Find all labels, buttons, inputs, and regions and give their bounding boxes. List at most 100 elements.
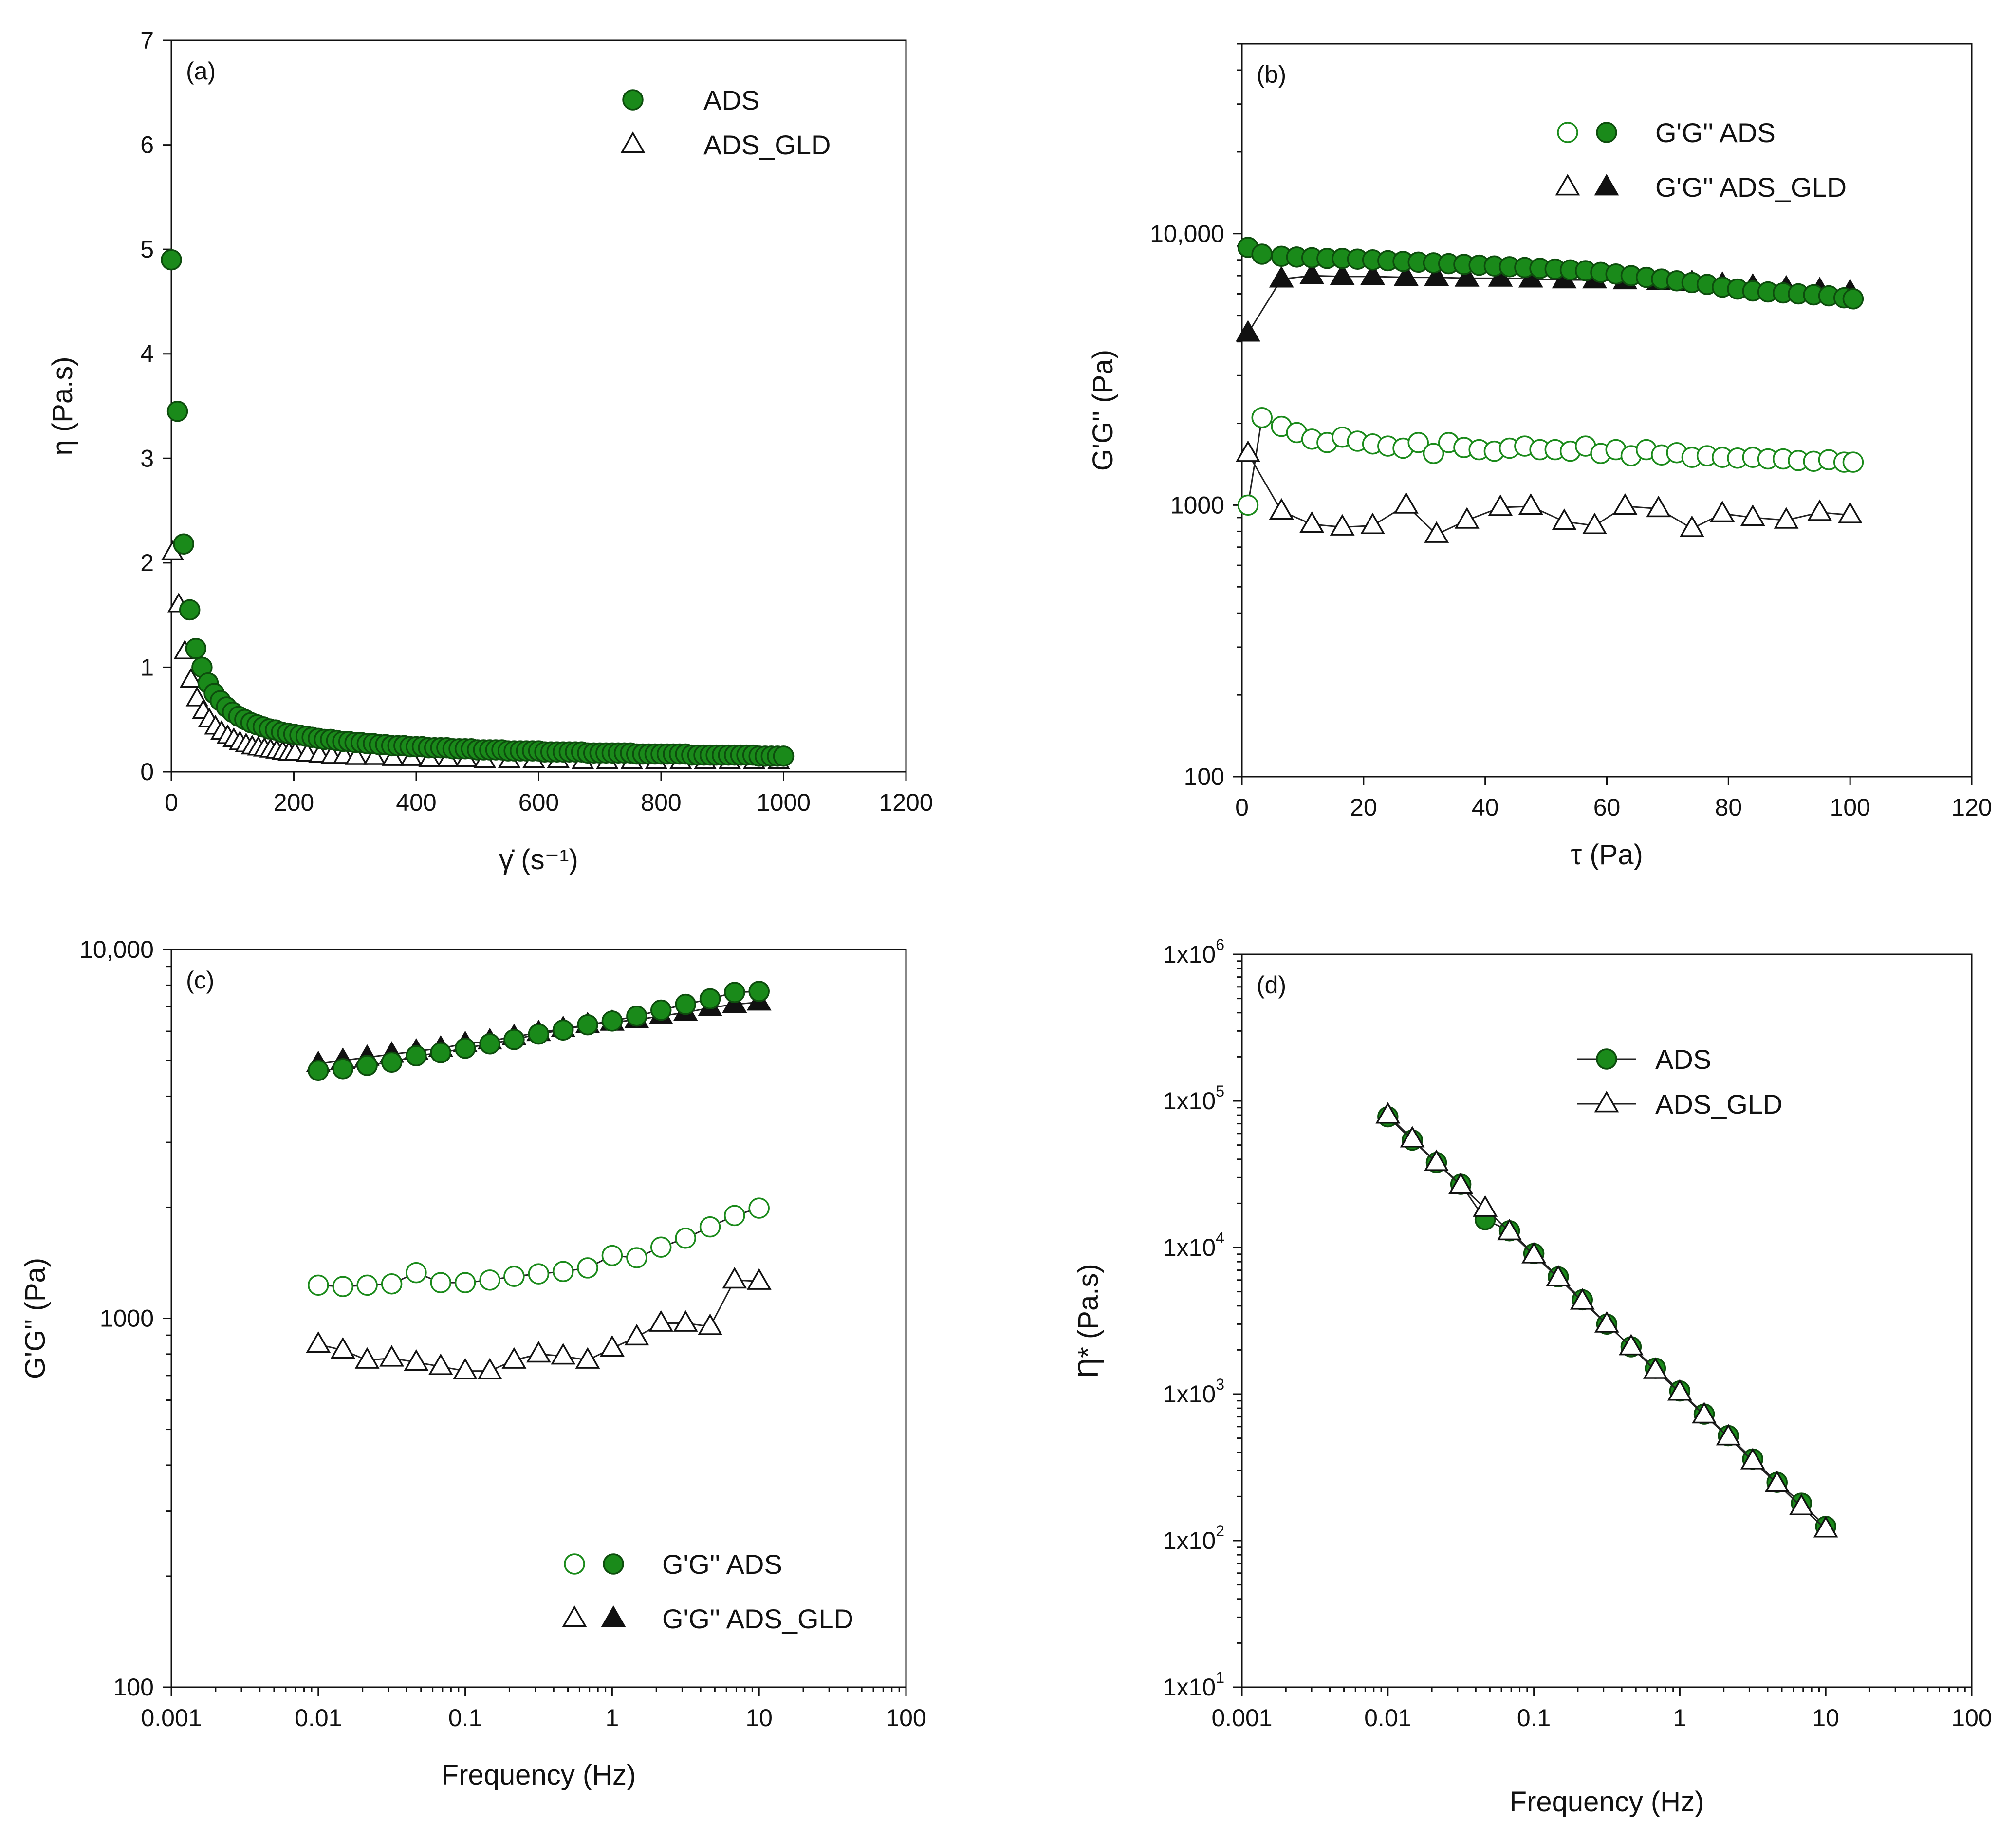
data-point: [699, 1216, 721, 1238]
x-tick-label: 0.001: [141, 1704, 202, 1732]
data-point: [773, 745, 795, 767]
y-tick-label: 3: [140, 445, 154, 472]
data-point: [479, 1269, 500, 1291]
data-point: [746, 1268, 772, 1290]
data-point: [1646, 495, 1671, 518]
legend-label: G'G'' ADS_GLD: [662, 1603, 853, 1634]
series-g-ads: [308, 981, 770, 1081]
data-point: [179, 599, 201, 621]
plot-frame: [170, 949, 907, 1688]
data-point: [1236, 440, 1260, 462]
y-tick-label: 1000: [1170, 491, 1224, 519]
data-point: [406, 1262, 427, 1284]
data-point: [675, 993, 696, 1015]
data-point: [748, 1197, 770, 1219]
x-tick-label: 0.1: [1517, 1704, 1551, 1732]
x-tick-label: 100: [886, 1704, 926, 1732]
data-point: [1813, 1516, 1838, 1538]
data-point: [1448, 1172, 1474, 1194]
data-point: [675, 1228, 696, 1249]
x-tick-label: 1200: [879, 789, 933, 816]
legend-label: ADS: [703, 85, 759, 115]
data-point: [1424, 521, 1449, 543]
x-axis-label: γ̇ (s⁻¹): [499, 844, 578, 875]
data-point: [1393, 492, 1419, 514]
data-point: [1330, 263, 1355, 285]
data-point: [381, 1273, 403, 1295]
data-point: [354, 1347, 380, 1369]
x-tick-label: 0.1: [448, 1704, 482, 1732]
data-point: [1594, 1311, 1619, 1333]
data-point: [601, 1010, 623, 1032]
y-tick-label: 1x106: [1163, 936, 1224, 968]
data-point: [1360, 263, 1385, 285]
series-ads-gld: [1375, 1102, 1838, 1538]
x-tick-label: 100: [1830, 794, 1870, 821]
data-point: [1454, 265, 1480, 287]
x-tick-label: 100: [1951, 1704, 1992, 1732]
y-tick-label: 100: [113, 1674, 154, 1701]
y-tick-label: 1000: [100, 1305, 154, 1332]
data-point: [528, 1023, 550, 1045]
x-tick-label: 800: [641, 789, 681, 816]
data-point: [1774, 507, 1799, 529]
legend-marker: [620, 131, 646, 153]
y-tick-label: 0: [140, 758, 154, 785]
x-tick-label: 1: [1673, 1704, 1686, 1732]
x-tick-label: 600: [518, 789, 559, 816]
data-point: [477, 1358, 502, 1379]
x-axis-label: τ (Pa): [1571, 839, 1643, 871]
data-point: [1473, 1195, 1498, 1217]
series-g-ads: [308, 1197, 770, 1297]
series-g-ads: [1237, 407, 1864, 516]
data-point: [1710, 501, 1735, 522]
legend-label: ADS_GLD: [1655, 1089, 1782, 1119]
data-point: [428, 1353, 453, 1375]
data-point: [1740, 504, 1765, 526]
data-point: [1521, 1242, 1547, 1264]
legend-item: G'G'' ADS: [564, 1549, 782, 1580]
data-point: [185, 687, 208, 707]
data-point: [1643, 1357, 1668, 1379]
data-point: [1764, 1470, 1790, 1492]
data-point: [356, 1055, 378, 1076]
data-point: [724, 1205, 745, 1227]
data-point: [1423, 443, 1444, 464]
legend-marker: [1596, 1048, 1617, 1070]
y-tick-label: 100: [1184, 763, 1224, 790]
data-point: [1454, 507, 1480, 529]
legend-marker-filled: [601, 1605, 626, 1627]
data-point: [1740, 1448, 1765, 1470]
data-point: [173, 533, 194, 555]
data-point: [166, 400, 188, 422]
data-point: [1393, 264, 1419, 286]
panel-label: (c): [186, 967, 214, 994]
series-g-ads-gld: [306, 1266, 772, 1379]
y-axis-label: η (Pa.s): [47, 356, 78, 455]
data-point: [454, 1037, 476, 1059]
y-tick-label: 6: [140, 131, 154, 159]
data-point: [503, 1029, 525, 1050]
data-point: [454, 1272, 476, 1293]
data-point: [601, 1245, 623, 1266]
data-point: [1546, 1265, 1571, 1286]
data-point: [356, 1274, 378, 1296]
data-point: [1807, 499, 1832, 521]
data-point: [185, 638, 207, 659]
data-point: [306, 1331, 331, 1353]
data-point: [1360, 512, 1385, 534]
data-point: [1716, 1424, 1741, 1446]
data-point: [1330, 514, 1355, 536]
panel-a: 0 200 400 600 800 1000 1200 0 1 2 3 4 5 6 7 γ̇ (s⁻¹) η (…: [47, 27, 933, 875]
data-point: [1299, 262, 1325, 284]
data-point: [1269, 498, 1294, 520]
data-point: [430, 1042, 451, 1063]
x-tick-label: 200: [274, 789, 314, 816]
x-tick-label: 120: [1951, 794, 1992, 821]
data-point: [1251, 243, 1273, 265]
data-point: [553, 1261, 574, 1282]
legend-marker: [1594, 1091, 1619, 1113]
x-tick-label: 20: [1350, 794, 1377, 821]
panel-label: (a): [186, 57, 216, 85]
